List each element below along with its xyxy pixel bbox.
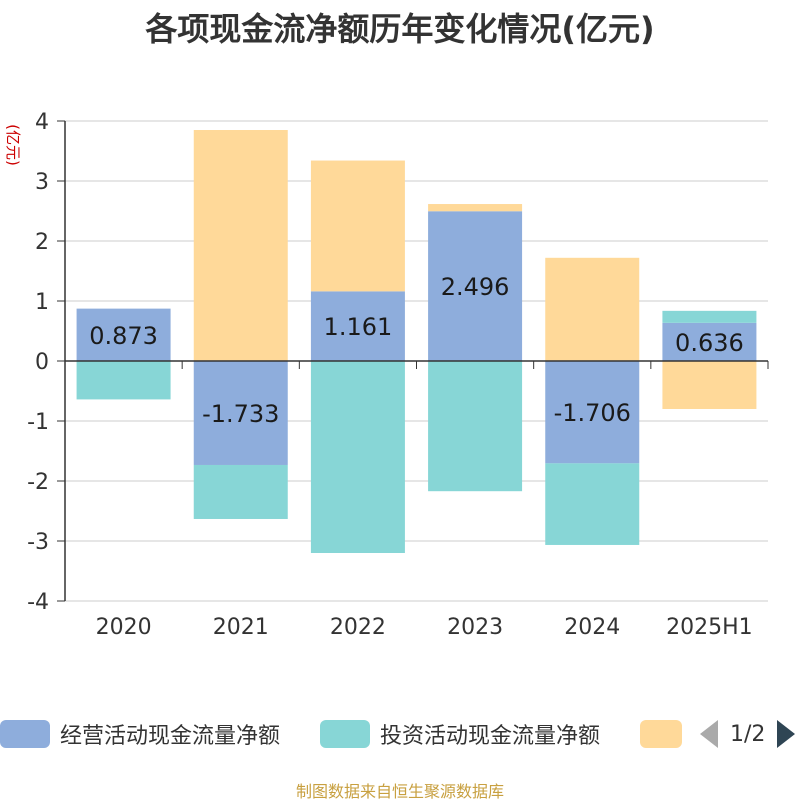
bar-2020-series-0	[76, 308, 171, 361]
legend-prev-arrow-icon[interactable]	[700, 720, 718, 748]
legend-label: 经营活动现金流量净额	[60, 724, 281, 749]
bar-2023-series-2	[428, 204, 523, 212]
data-source-note: 制图数据来自恒生聚源数据库	[295, 782, 504, 801]
legend-label: 投资活动现金流量净额	[380, 724, 601, 749]
bar-chart: -4 -3 -2 -1 0 1 2 3 4 (亿元) 0.873 -1.733 1.161 2.496 -1…	[4, 110, 769, 640]
x-tick-label: 2021	[213, 615, 269, 640]
bar-2023-series-1	[428, 361, 523, 492]
legend-swatch	[640, 720, 682, 748]
y-axis-title: (亿元)	[4, 124, 22, 166]
y-tick-label: 3	[35, 170, 49, 195]
bar-2022-series-0	[310, 291, 405, 361]
bar-2022-series-1	[310, 361, 405, 553]
y-tick-label: 1	[35, 290, 49, 315]
legend-item-investing[interactable]: 投资活动现金流量净额	[320, 716, 600, 752]
bar-2024-series-1	[545, 463, 640, 545]
bar-2024-series-2	[545, 257, 640, 361]
bar-2020-series-1	[76, 361, 171, 400]
data-label: 2.496	[441, 273, 510, 301]
data-label: 0.636	[675, 329, 744, 357]
x-tick-label: 2022	[330, 615, 386, 640]
legend-item-operating[interactable]: 经营活动现金流量净额	[0, 716, 280, 752]
x-tick-label: 2024	[564, 615, 620, 640]
y-tick-label: -4	[27, 590, 49, 615]
y-tick-label: 2	[35, 230, 49, 255]
bar-2021-series-2	[193, 130, 288, 361]
legend-pager: 1/2	[700, 716, 796, 752]
bar-2024-series-0	[545, 361, 640, 464]
legend-item-third[interactable]	[640, 716, 682, 752]
bar-2023-series-0	[428, 211, 523, 361]
bar-2025H1-series-0	[662, 322, 757, 361]
legend-swatch	[0, 720, 50, 748]
chart-title: 各项现金流净额历年变化情况(亿元)	[145, 10, 655, 48]
bar-2025H1-series-1	[662, 310, 757, 323]
data-label: -1.733	[202, 400, 279, 428]
data-label: -1.706	[554, 399, 631, 427]
data-label: 0.873	[89, 322, 158, 350]
x-tick-label: 2020	[96, 615, 152, 640]
y-tick-label: -2	[27, 470, 49, 495]
bar-2022-series-2	[310, 160, 405, 292]
y-tick-label: 0	[35, 350, 49, 375]
x-tick-label: 2023	[447, 615, 503, 640]
bar-2021-series-0	[193, 361, 288, 465]
bar-2025H1-series-2	[662, 361, 757, 409]
bar-2021-series-1	[193, 464, 288, 519]
legend-page-indicator: 1/2	[730, 721, 766, 747]
x-tick-label: 2025H1	[666, 615, 753, 640]
y-tick-label: -1	[27, 410, 49, 435]
data-label: 1.161	[324, 313, 393, 341]
legend: 经营活动现金流量净额 投资活动现金流量净额 1/2	[0, 716, 800, 752]
legend-swatch	[320, 720, 370, 748]
y-tick-label: -3	[27, 530, 49, 555]
y-tick-label: 4	[35, 110, 49, 135]
legend-next-arrow-icon[interactable]	[777, 720, 796, 748]
